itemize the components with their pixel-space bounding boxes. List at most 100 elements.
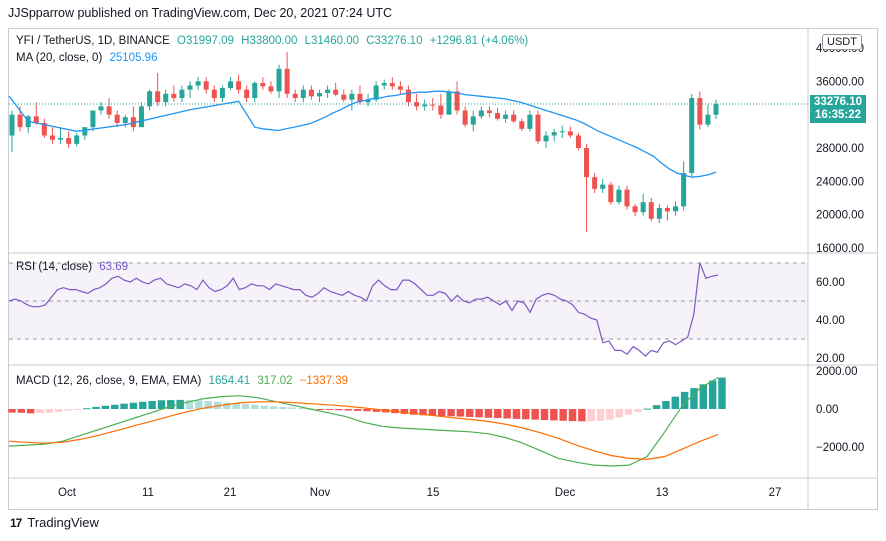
macd-histogram-bar <box>578 409 586 422</box>
candle-body <box>122 117 128 123</box>
ma-value: 25105.96 <box>109 52 158 64</box>
candle-body <box>470 116 476 125</box>
macd-histogram-bar <box>157 400 166 409</box>
macd-histogram-bar <box>550 409 558 421</box>
candle-body <box>49 135 55 140</box>
macd-histogram-bar <box>447 409 455 417</box>
candle-body <box>608 184 614 203</box>
candle-body <box>308 89 314 97</box>
macd-histogram-bar <box>353 409 362 411</box>
macd-histogram-bar <box>475 409 483 418</box>
candle-body <box>98 106 104 111</box>
candle-body <box>211 89 217 98</box>
macd-histogram-bar <box>148 401 156 409</box>
candle-body <box>349 93 355 100</box>
candle-body <box>155 91 161 103</box>
macd-histogram-bar <box>372 409 381 412</box>
candle-body <box>236 81 242 90</box>
rsi-tick-label: 40.00 <box>816 315 845 327</box>
symbol-legend: YFI / TetherUS, 1D, BINANCE O31997.09 H3… <box>16 35 532 47</box>
macd-histogram-bar <box>167 400 175 409</box>
macd-histogram-bar <box>8 409 16 413</box>
candle-body <box>519 121 525 129</box>
macd-histogram-bar <box>606 409 614 420</box>
candle-body <box>381 83 387 86</box>
candle-body <box>227 81 233 88</box>
macd-histogram-bar <box>204 401 212 409</box>
rsi-legend[interactable]: RSI (14, close) 63.69 <box>16 261 132 273</box>
candle-body <box>106 106 112 115</box>
candle-body <box>673 206 679 212</box>
candle-body <box>82 127 88 136</box>
macd-histogram-bar <box>708 380 717 409</box>
time-tick-label: 15 <box>427 487 440 499</box>
currency-button[interactable]: USDT <box>822 34 862 50</box>
rsi-band <box>9 263 808 339</box>
candle-body <box>600 184 606 189</box>
candle-body <box>414 102 420 107</box>
macd-histogram-bar <box>111 404 119 409</box>
macd-histogram-bar <box>73 409 82 410</box>
price-tick-label: 16000.00 <box>816 243 864 255</box>
macd-value-3: −1337.39 <box>299 375 349 387</box>
macd-histogram-bar <box>26 409 35 414</box>
macd-histogram-bar <box>652 405 661 409</box>
macd-histogram-bar <box>223 402 231 409</box>
candle-body <box>640 202 646 213</box>
price-tick-label: 28000.00 <box>816 143 864 155</box>
macd-line <box>8 377 719 467</box>
candle-body <box>713 104 719 115</box>
candle-body <box>397 86 403 90</box>
macd-histogram-bar <box>662 401 670 409</box>
candle-body <box>503 114 509 119</box>
time-tick-label: 27 <box>769 487 782 499</box>
candle-body <box>357 93 363 103</box>
macd-histogram-bar <box>195 400 203 409</box>
candle-body <box>422 104 428 107</box>
candle-body <box>17 114 23 128</box>
price-tick-label: 24000.00 <box>816 176 864 188</box>
macd-histogram-bar <box>615 409 623 418</box>
candle-body <box>575 135 581 148</box>
candle-body <box>681 173 687 207</box>
macd-legend[interactable]: MACD (12, 26, close, 9, EMA, EMA) 1654.4… <box>16 375 352 387</box>
rsi-line <box>8 262 719 357</box>
macd-value-1: 1654.41 <box>208 375 251 387</box>
time-tick-label: 13 <box>656 487 669 499</box>
macd-histogram-bar <box>92 406 100 409</box>
candle-body <box>462 110 468 125</box>
macd-histogram-bar <box>531 409 539 420</box>
candle-body <box>365 99 371 103</box>
last-price-tag: 33276.10 16:35:22 <box>810 95 866 123</box>
ma-legend[interactable]: MA (20, close, 0) 25105.96 <box>16 52 161 64</box>
candle-body <box>147 91 153 107</box>
macd-histogram-bar <box>718 377 726 409</box>
candle-body <box>179 89 185 98</box>
price-tick-label: 36000.00 <box>816 76 864 88</box>
macd-histogram-bar <box>634 409 642 412</box>
brand-footer[interactable]: 17 TradingView <box>10 515 99 530</box>
macd-histogram-bar <box>643 408 651 410</box>
symbol-name[interactable]: YFI / TetherUS, 1D, BINANCE <box>16 35 170 47</box>
macd-histogram-bar <box>279 406 287 409</box>
candle-body <box>543 135 549 142</box>
macd-histogram-bar <box>241 404 250 409</box>
candle-body <box>656 208 662 219</box>
time-tick-label: Oct <box>58 487 77 499</box>
candle-body <box>438 105 444 115</box>
low-value: L31460.00 <box>304 35 359 47</box>
change-value: +1296.81 (+4.06%) <box>429 35 529 47</box>
candle-body <box>171 93 177 98</box>
candle-body <box>244 89 250 98</box>
candle-body <box>705 114 711 125</box>
candle-body <box>478 110 484 117</box>
time-tick-label: Dec <box>555 487 576 499</box>
macd-histogram-bar <box>409 409 418 415</box>
macd-histogram-bar <box>325 409 334 410</box>
macd-histogram-bar <box>624 409 633 415</box>
candle-body <box>114 114 120 123</box>
macd-histogram-bar <box>335 409 343 411</box>
candle-body <box>559 131 565 133</box>
candle-body <box>616 189 622 203</box>
